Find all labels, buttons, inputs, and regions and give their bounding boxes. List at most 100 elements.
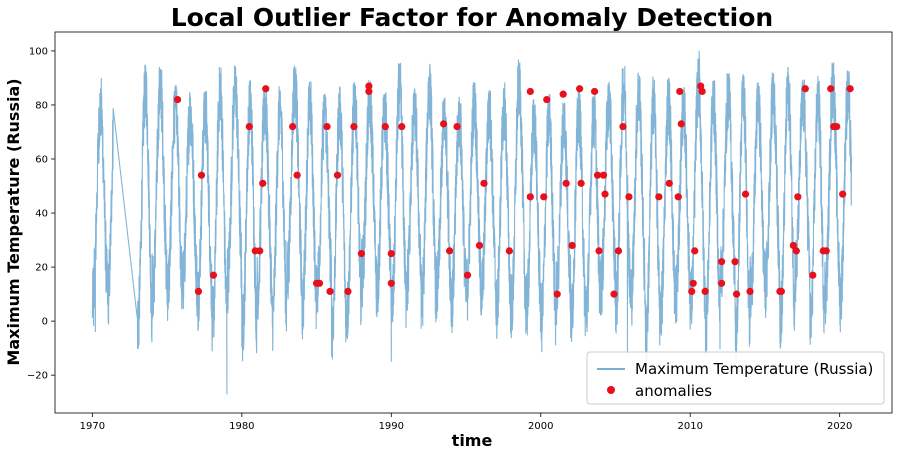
anomaly-point — [577, 179, 585, 187]
anomaly-point — [619, 122, 627, 131]
anomaly-point — [543, 95, 551, 104]
anomaly-point — [194, 287, 203, 295]
anomaly-point — [655, 193, 663, 201]
anomaly-point — [262, 85, 270, 93]
y-axis-label: Maximum Temperature (Russia) — [4, 78, 23, 365]
anomaly-point — [576, 85, 584, 93]
anomaly-point — [809, 271, 817, 279]
legend-series-label: Maximum Temperature (Russia) — [635, 360, 873, 378]
anomaly-point — [801, 85, 809, 93]
anomaly-point — [697, 82, 705, 90]
anomaly-point — [357, 249, 365, 258]
anomaly-point — [505, 247, 513, 255]
anomaly-point — [839, 190, 847, 198]
anomaly-point — [256, 247, 264, 255]
x-tick-label: 1990 — [379, 421, 404, 432]
anomaly-point — [691, 247, 699, 255]
anomaly-point — [676, 87, 684, 96]
anomaly-point — [173, 95, 182, 104]
anomaly-point — [794, 193, 802, 201]
anomaly-point — [365, 82, 373, 90]
anomaly-point — [387, 249, 395, 258]
anomaly-point — [475, 241, 484, 250]
anomaly-point — [245, 122, 253, 131]
legend-anomalies-label: anomalies — [635, 382, 712, 400]
anomaly-point — [746, 287, 754, 295]
temperature-series-line — [91, 50, 853, 395]
x-tick-label: 1970 — [80, 421, 105, 432]
y-tick-label: 20 — [35, 263, 48, 274]
anomaly-point — [333, 171, 342, 179]
x-tick-label: 2000 — [528, 421, 553, 432]
anomaly-point — [822, 247, 830, 255]
anomaly-point — [718, 279, 726, 287]
anomaly-point — [665, 179, 673, 187]
anomaly-point — [526, 193, 534, 201]
anomaly-point — [463, 271, 472, 279]
y-tick-label: 0 — [42, 317, 48, 328]
y-tick-label: 40 — [35, 209, 48, 220]
anomaly-point — [259, 179, 267, 187]
anomaly-point — [718, 258, 726, 266]
plot-frame — [54, 31, 893, 414]
anomaly-point — [789, 241, 797, 250]
chart-title: Local Outlier Factor for Anomaly Detecti… — [171, 3, 773, 32]
anomaly-point — [315, 279, 324, 287]
anomaly-point — [365, 87, 373, 96]
anomaly-point — [599, 171, 608, 179]
x-tick-label: 2010 — [677, 421, 702, 432]
anomaly-point — [559, 90, 567, 98]
legend-anomaly-swatch — [607, 386, 615, 394]
anomaly-point — [568, 241, 576, 250]
y-tick-label: 80 — [35, 100, 48, 111]
anomaly-point — [741, 190, 750, 198]
anomaly-point — [445, 247, 454, 255]
anomaly-point — [674, 193, 682, 201]
anomaly-point — [601, 190, 609, 198]
anomaly-point — [398, 122, 406, 131]
anomaly-point — [480, 179, 488, 187]
anomaly-point — [777, 287, 786, 295]
x-tick-label: 2020 — [827, 421, 852, 432]
y-axis: −20 0 20 40 60 80 100 — [27, 46, 55, 382]
anomaly-point — [689, 279, 697, 287]
x-axis-label: time — [452, 431, 493, 450]
anomaly-point — [593, 171, 602, 179]
anomaly-point — [453, 122, 461, 131]
anomaly-point — [344, 287, 352, 295]
anomaly-point — [688, 287, 696, 295]
anomaly-point — [732, 290, 741, 298]
x-tick-label: 1980 — [229, 421, 254, 432]
anomaly-point — [387, 279, 395, 287]
anomaly-point — [731, 258, 739, 266]
anomaly-point — [677, 120, 685, 128]
anomaly-point — [540, 193, 548, 201]
anomaly-point — [526, 87, 534, 96]
anomaly-point — [289, 122, 297, 131]
anomaly-point — [381, 122, 389, 131]
anomaly-point — [595, 247, 603, 255]
anomaly-point — [833, 122, 841, 131]
anomaly-point — [562, 179, 570, 187]
anomaly-point — [323, 122, 331, 131]
y-tick-label: 60 — [35, 155, 48, 166]
x-axis: 1970 1980 1990 2000 2010 2020 — [80, 413, 852, 432]
anomaly-point — [326, 287, 334, 295]
anomaly-point — [792, 247, 800, 255]
anomaly-point — [350, 122, 358, 131]
anomaly-point — [440, 120, 448, 128]
anomaly-point — [553, 290, 561, 298]
anomaly-point — [590, 87, 599, 96]
anomaly-point — [610, 290, 618, 298]
anomaly-point — [614, 247, 623, 255]
anomaly-point — [625, 193, 633, 201]
anomaly-point — [293, 171, 301, 179]
anomaly-point — [846, 85, 854, 93]
y-tick-label: −20 — [27, 371, 48, 382]
anomaly-point — [197, 171, 206, 179]
legend: Maximum Temperature (Russia) anomalies — [586, 351, 885, 405]
anomaly-point — [209, 271, 218, 279]
anomaly-point — [698, 87, 706, 96]
legend-box — [586, 351, 885, 405]
